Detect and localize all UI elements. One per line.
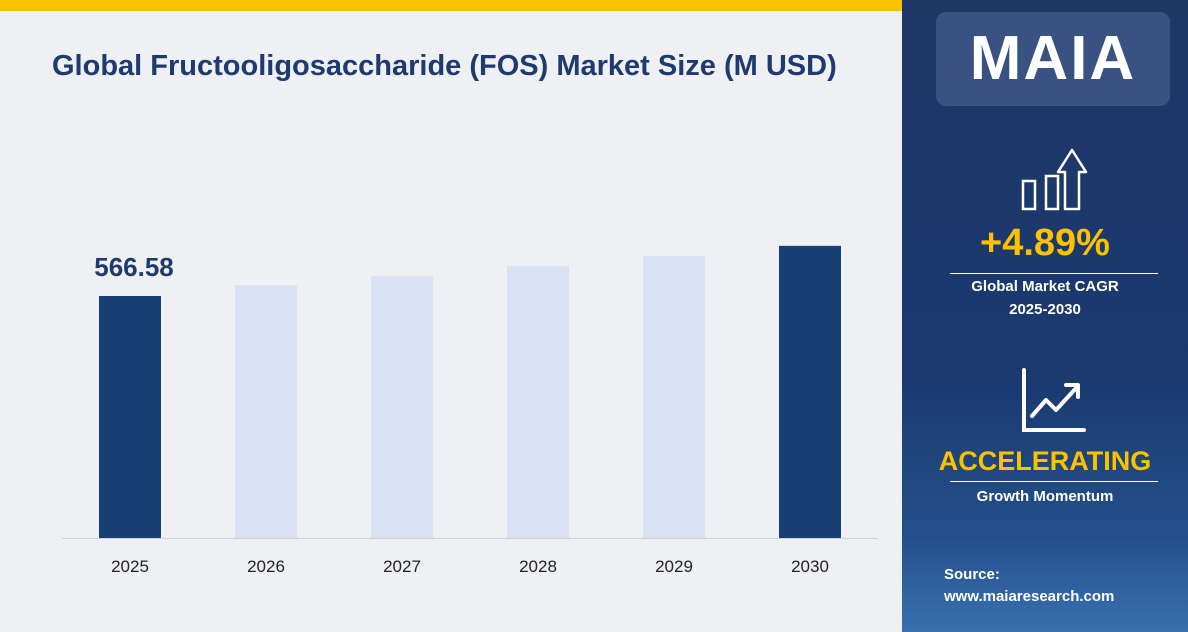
bar-2029 — [643, 256, 705, 538]
cagr-value: +4.89% — [980, 222, 1110, 264]
x-tick-label: 2025 — [111, 557, 149, 576]
divider — [950, 273, 1158, 274]
x-tick-label: 2030 — [791, 557, 829, 576]
bar-2025 — [99, 296, 161, 538]
momentum-value: ACCELERATING — [938, 446, 1152, 476]
bar-growth-arrow-icon — [1021, 148, 1088, 211]
source-link[interactable]: www.maiaresearch.com — [944, 588, 1115, 605]
bar-2030 — [779, 245, 841, 538]
line-chart-trend-icon — [1022, 368, 1086, 432]
cagr-label: Global Market CAGR — [971, 278, 1119, 295]
data-label: 566.58 — [94, 252, 174, 282]
x-tick-label: 2026 — [247, 557, 285, 576]
x-tick-label: 2029 — [655, 557, 693, 576]
x-tick-label: 2027 — [383, 557, 421, 576]
source: Source: www.maiaresearch.com — [944, 564, 1114, 608]
bar-2028 — [507, 265, 569, 538]
bar-2027 — [371, 276, 433, 538]
top-accent-bar — [0, 0, 902, 11]
cagr-period: 2025-2030 — [1009, 301, 1081, 318]
bar-chart: 2025 566.58 2026 2027 2028 2029 2030 — [62, 245, 878, 576]
source-label: Source: — [944, 566, 1000, 583]
x-tick-label: 2028 — [519, 557, 557, 576]
bar-2026 — [235, 285, 297, 538]
sidebar: MAIA +4.89% Global Market CAGR 2025-2030… — [902, 0, 1188, 632]
maia-logo: MAIA — [936, 12, 1170, 106]
chart-title: Global Fructooligosaccharide (FOS) Marke… — [52, 50, 837, 82]
divider — [950, 481, 1158, 482]
momentum-label: Growth Momentum — [976, 488, 1114, 505]
